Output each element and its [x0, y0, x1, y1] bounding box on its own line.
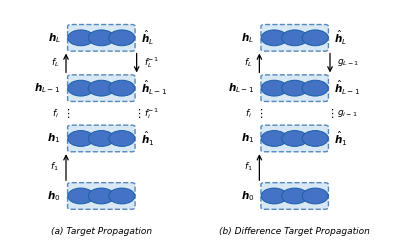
Circle shape: [109, 131, 135, 146]
FancyBboxPatch shape: [68, 125, 135, 152]
FancyBboxPatch shape: [261, 25, 328, 51]
Text: $f_1$: $f_1$: [244, 161, 252, 174]
Text: $\boldsymbol{h}_0$: $\boldsymbol{h}_0$: [47, 189, 61, 203]
FancyBboxPatch shape: [68, 75, 135, 101]
Text: $\hat{\boldsymbol{h}}_{L-1}$: $\hat{\boldsymbol{h}}_{L-1}$: [334, 79, 360, 97]
Text: $\hat{\boldsymbol{h}}_L$: $\hat{\boldsymbol{h}}_L$: [334, 29, 347, 47]
Circle shape: [88, 80, 114, 96]
Text: $\hat{\boldsymbol{h}}_{L-1}$: $\hat{\boldsymbol{h}}_{L-1}$: [141, 79, 167, 97]
Text: $\hat{\boldsymbol{h}}_1$: $\hat{\boldsymbol{h}}_1$: [141, 129, 154, 147]
Text: $\boldsymbol{h}_L$: $\boldsymbol{h}_L$: [241, 31, 254, 45]
Text: $f_1$: $f_1$: [50, 161, 59, 174]
FancyBboxPatch shape: [261, 125, 328, 152]
Text: $g_{i-1}$: $g_{i-1}$: [337, 108, 358, 119]
Circle shape: [302, 131, 328, 146]
Text: $\boldsymbol{h}_1$: $\boldsymbol{h}_1$: [48, 132, 61, 145]
Circle shape: [261, 30, 287, 46]
Circle shape: [68, 188, 94, 204]
Text: $g_{L-1}$: $g_{L-1}$: [337, 58, 360, 68]
Circle shape: [68, 80, 94, 96]
Circle shape: [282, 30, 308, 46]
Circle shape: [109, 30, 135, 46]
Text: $\boldsymbol{h}_L$: $\boldsymbol{h}_L$: [48, 31, 61, 45]
Circle shape: [282, 131, 308, 146]
Text: $f_L$: $f_L$: [244, 57, 252, 69]
FancyBboxPatch shape: [261, 75, 328, 101]
FancyBboxPatch shape: [261, 183, 328, 209]
Circle shape: [68, 131, 94, 146]
FancyBboxPatch shape: [68, 183, 135, 209]
Circle shape: [302, 80, 328, 96]
Text: $\boldsymbol{h}_{L-1}$: $\boldsymbol{h}_{L-1}$: [34, 81, 61, 95]
Text: $f_i$: $f_i$: [246, 107, 252, 120]
Text: $f_L^{-1}$: $f_L^{-1}$: [144, 55, 158, 70]
Circle shape: [261, 131, 287, 146]
Text: $f_i^{-1}$: $f_i^{-1}$: [144, 106, 158, 121]
Circle shape: [88, 188, 114, 204]
Circle shape: [282, 188, 308, 204]
Text: $\vdots$: $\vdots$: [326, 107, 334, 120]
Circle shape: [282, 80, 308, 96]
Text: $f_L$: $f_L$: [51, 57, 59, 69]
Text: $\boldsymbol{h}_1$: $\boldsymbol{h}_1$: [241, 132, 254, 145]
Text: $\hat{\boldsymbol{h}}_1$: $\hat{\boldsymbol{h}}_1$: [334, 129, 347, 147]
Text: (a) Target Propagation: (a) Target Propagation: [51, 227, 152, 235]
Text: $\vdots$: $\vdots$: [133, 107, 141, 120]
Text: (b) Difference Target Propagation: (b) Difference Target Propagation: [219, 227, 370, 235]
Circle shape: [109, 80, 135, 96]
Text: $\boldsymbol{h}_{L-1}$: $\boldsymbol{h}_{L-1}$: [228, 81, 254, 95]
Circle shape: [261, 80, 287, 96]
Text: $\boldsymbol{h}_0$: $\boldsymbol{h}_0$: [241, 189, 254, 203]
Circle shape: [302, 30, 328, 46]
Circle shape: [261, 188, 287, 204]
Text: $\vdots$: $\vdots$: [255, 107, 263, 120]
Circle shape: [68, 30, 94, 46]
Circle shape: [302, 188, 328, 204]
Circle shape: [88, 131, 114, 146]
Text: $\hat{\boldsymbol{h}}_L$: $\hat{\boldsymbol{h}}_L$: [141, 29, 154, 47]
Circle shape: [109, 188, 135, 204]
Text: $\vdots$: $\vdots$: [62, 107, 70, 120]
FancyBboxPatch shape: [68, 25, 135, 51]
Circle shape: [88, 30, 114, 46]
Text: $f_i$: $f_i$: [52, 107, 59, 120]
